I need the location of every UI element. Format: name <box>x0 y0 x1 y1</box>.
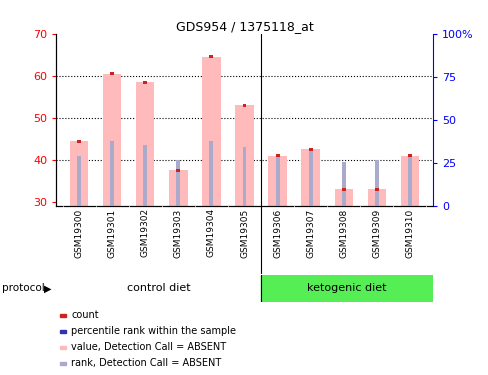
Text: GSM19304: GSM19304 <box>206 208 216 257</box>
Bar <box>70 141 88 206</box>
Text: GSM19308: GSM19308 <box>338 208 347 258</box>
Bar <box>367 189 385 206</box>
Bar <box>275 154 279 157</box>
Bar <box>308 148 312 151</box>
Bar <box>261 275 432 302</box>
Text: protocol: protocol <box>2 284 45 293</box>
Text: GSM19303: GSM19303 <box>174 208 183 258</box>
Text: GSM19305: GSM19305 <box>240 208 248 258</box>
Bar <box>308 150 312 206</box>
Bar <box>209 141 213 206</box>
Text: GSM19310: GSM19310 <box>405 208 413 258</box>
Bar <box>242 147 246 206</box>
Bar <box>60 314 65 317</box>
Text: GSM19309: GSM19309 <box>371 208 380 258</box>
Bar <box>176 160 180 206</box>
Bar <box>374 188 378 191</box>
Bar <box>209 56 213 58</box>
Bar <box>176 169 180 172</box>
Bar <box>341 188 345 191</box>
Text: ▶: ▶ <box>44 284 51 293</box>
Bar <box>60 330 65 333</box>
Bar <box>60 346 65 349</box>
Text: GSM19306: GSM19306 <box>272 208 282 258</box>
Bar <box>77 156 81 206</box>
Text: value, Detection Call = ABSENT: value, Detection Call = ABSENT <box>71 342 226 352</box>
Bar <box>77 140 81 142</box>
Text: GSM19300: GSM19300 <box>75 208 83 258</box>
Title: GDS954 / 1375118_at: GDS954 / 1375118_at <box>175 20 313 33</box>
Text: ketogenic diet: ketogenic diet <box>306 284 386 293</box>
Bar <box>110 141 114 206</box>
Bar <box>60 362 65 365</box>
Bar <box>202 57 220 206</box>
Text: percentile rank within the sample: percentile rank within the sample <box>71 326 236 336</box>
Bar <box>334 189 352 206</box>
Bar <box>235 105 253 206</box>
Bar <box>268 156 286 206</box>
Text: GSM19302: GSM19302 <box>141 208 150 257</box>
Bar <box>103 74 121 206</box>
Text: GSM19307: GSM19307 <box>305 208 314 258</box>
Bar <box>169 171 187 206</box>
Bar <box>275 156 279 206</box>
Bar <box>301 150 319 206</box>
Bar <box>407 154 411 157</box>
Bar <box>400 156 418 206</box>
Bar <box>374 160 378 206</box>
Bar <box>136 82 154 206</box>
Bar <box>407 156 411 206</box>
Text: count: count <box>71 310 99 321</box>
Text: control diet: control diet <box>126 284 190 293</box>
Bar <box>143 145 147 206</box>
Bar <box>242 104 246 107</box>
Text: rank, Detection Call = ABSENT: rank, Detection Call = ABSENT <box>71 358 221 368</box>
Bar <box>341 162 345 206</box>
Text: GSM19301: GSM19301 <box>108 208 117 258</box>
Bar <box>143 81 147 84</box>
Bar <box>110 72 114 75</box>
